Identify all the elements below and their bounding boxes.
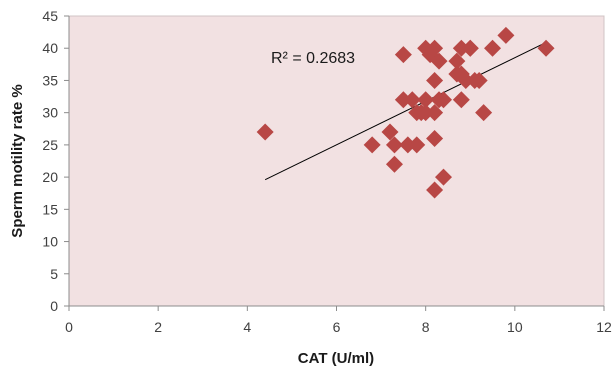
plot-area bbox=[68, 15, 605, 307]
x-tick-label: 12 bbox=[596, 319, 612, 335]
data-point bbox=[256, 123, 274, 141]
data-point bbox=[426, 71, 444, 89]
data-point bbox=[470, 71, 488, 89]
y-tick-label: 0 bbox=[50, 298, 58, 314]
data-point bbox=[426, 104, 444, 122]
y-axis-title: Sperm motility rate % bbox=[9, 84, 26, 237]
data-point bbox=[385, 136, 403, 154]
data-point bbox=[457, 71, 475, 89]
y-tick-label: 5 bbox=[50, 266, 58, 282]
x-tick-label: 10 bbox=[507, 319, 523, 335]
data-point bbox=[426, 181, 444, 199]
data-point bbox=[394, 46, 412, 64]
y-tick-label: 25 bbox=[42, 137, 58, 153]
data-point bbox=[435, 91, 452, 109]
data-point bbox=[385, 155, 403, 173]
data-point bbox=[381, 123, 399, 141]
trendline-group bbox=[264, 41, 547, 181]
data-point bbox=[426, 39, 444, 57]
x-tick-label: 6 bbox=[333, 319, 341, 335]
data-point bbox=[484, 39, 502, 57]
y-tick-label: 35 bbox=[42, 72, 58, 88]
data-point bbox=[452, 39, 470, 57]
r-squared-annotation: R² = 0.2683 bbox=[271, 50, 355, 67]
data-point bbox=[452, 91, 470, 109]
y-tick-label: 30 bbox=[42, 105, 58, 121]
y-tick-label: 10 bbox=[42, 234, 58, 250]
data-point bbox=[461, 39, 479, 57]
data-point bbox=[408, 136, 426, 154]
y-tick-label: 15 bbox=[42, 201, 58, 217]
data-point bbox=[399, 136, 417, 154]
x-axis-title: CAT (U/ml) bbox=[298, 350, 374, 367]
data-point bbox=[448, 52, 466, 70]
data-point bbox=[537, 39, 555, 57]
data-point bbox=[426, 129, 444, 147]
data-point bbox=[430, 52, 448, 70]
y-tick-label: 40 bbox=[42, 40, 58, 56]
x-tick-label: 0 bbox=[65, 319, 73, 335]
data-point bbox=[394, 91, 412, 109]
x-tick-label: 2 bbox=[154, 319, 162, 335]
trendline bbox=[264, 41, 547, 181]
y-tick-label: 45 bbox=[42, 8, 58, 24]
data-point bbox=[363, 136, 381, 154]
x-tick-label: 8 bbox=[422, 319, 430, 335]
data-point bbox=[475, 104, 493, 122]
data-points bbox=[256, 26, 555, 199]
y-tick-label: 20 bbox=[42, 169, 58, 185]
data-point bbox=[417, 104, 435, 122]
y-axis-ticks: 0 5 10 15 20 25 30 35 40 45 bbox=[42, 8, 69, 314]
data-point bbox=[403, 91, 421, 109]
data-point bbox=[435, 168, 452, 186]
data-point bbox=[417, 91, 435, 109]
x-tick-label: 4 bbox=[243, 319, 251, 335]
data-point bbox=[497, 26, 515, 44]
x-axis-ticks: 0 2 4 6 8 10 12 bbox=[65, 306, 612, 335]
